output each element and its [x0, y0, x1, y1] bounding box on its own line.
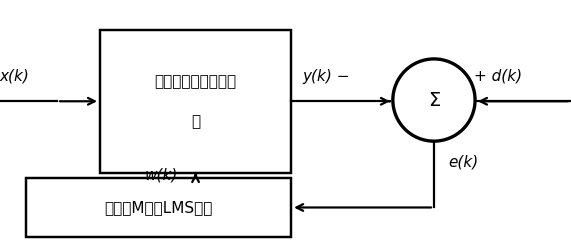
- Text: + d(k): + d(k): [474, 69, 522, 84]
- Text: w(k): w(k): [145, 168, 178, 183]
- Ellipse shape: [393, 59, 475, 141]
- Text: 成比例M估计LMS算法: 成比例M估计LMS算法: [104, 200, 212, 215]
- Text: e(k): e(k): [448, 154, 478, 169]
- Bar: [26, 178, 291, 237]
- Text: 自适应神经网络辨识: 自适应神经网络辨识: [155, 74, 236, 89]
- Bar: [100, 30, 291, 173]
- Text: Σ: Σ: [428, 91, 440, 109]
- Text: 器: 器: [191, 114, 200, 129]
- Text: x(k): x(k): [0, 69, 29, 84]
- Text: y(k) −: y(k) −: [303, 69, 350, 84]
